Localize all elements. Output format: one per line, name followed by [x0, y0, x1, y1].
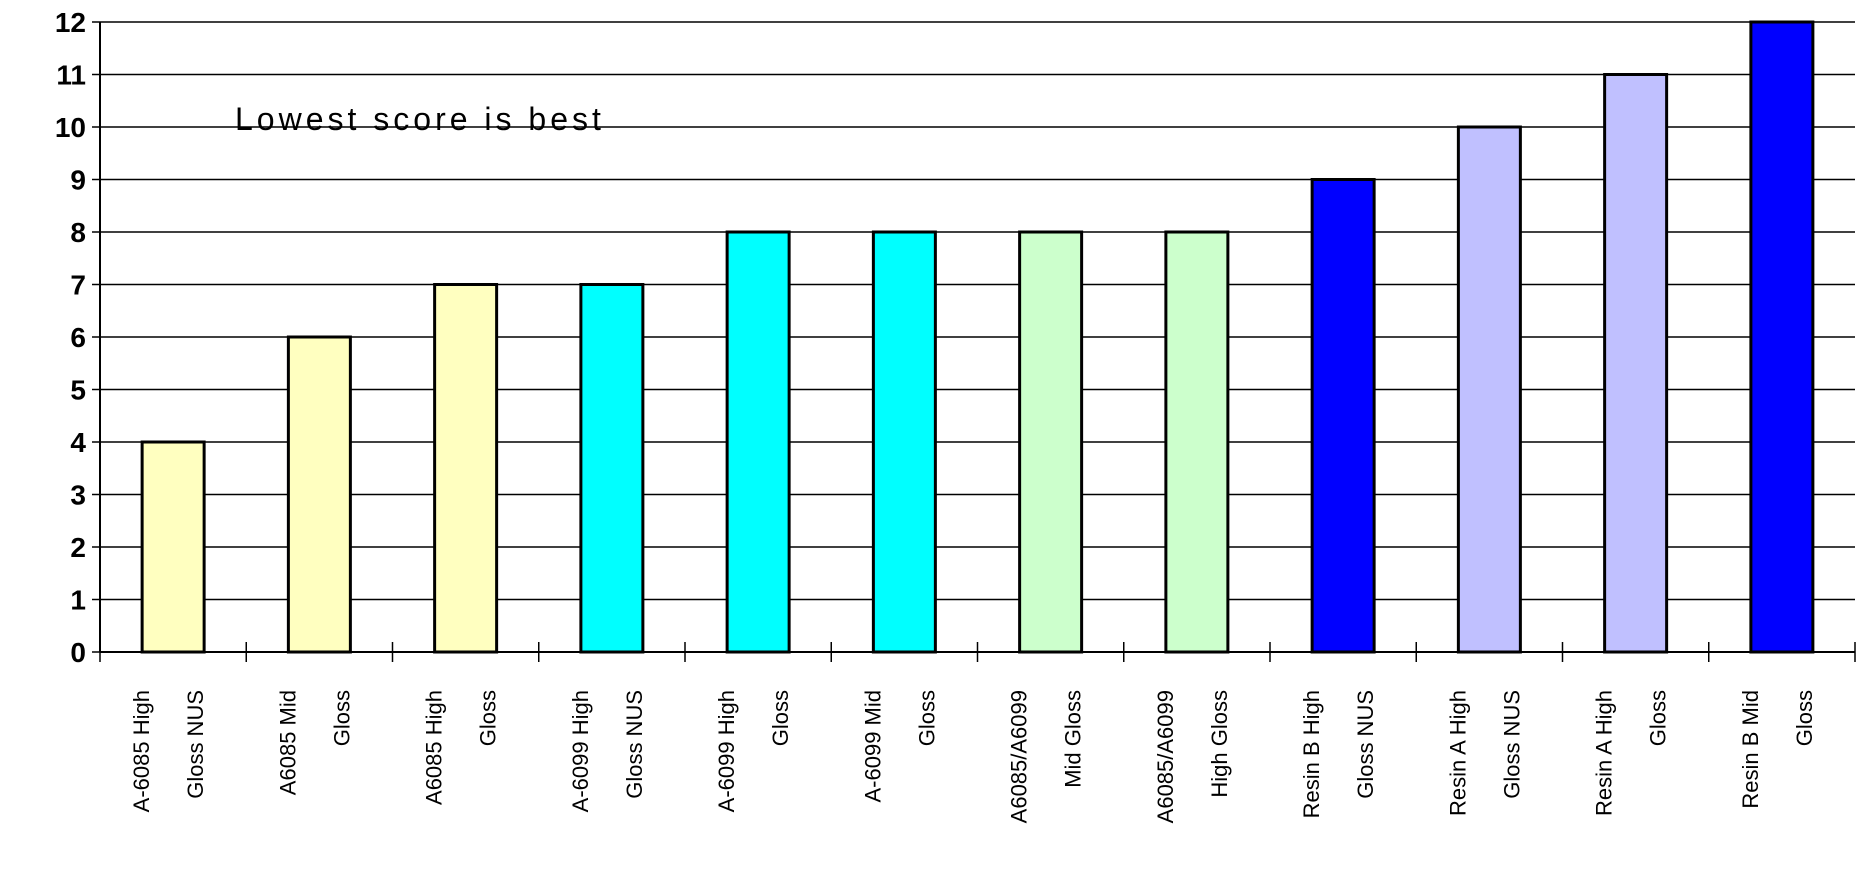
- bars: [140, 20, 1815, 654]
- y-tick-label: 12: [55, 7, 86, 38]
- x-tick-label: Resin A High: [1592, 690, 1617, 816]
- bar: [1749, 20, 1815, 654]
- bar: [1603, 73, 1669, 654]
- x-tick-label: Resin A High: [1445, 690, 1470, 816]
- bar: [1310, 178, 1376, 654]
- x-tick-label: A6085 High: [422, 690, 447, 805]
- x-tick-label: Mid Gloss: [1061, 690, 1086, 788]
- x-tick-label: A-6085 High: [129, 690, 154, 812]
- x-tick-label: Gloss NUS: [622, 690, 647, 799]
- x-tick-label: Gloss NUS: [1353, 690, 1378, 799]
- bar: [579, 283, 645, 654]
- x-tick-label: Gloss: [768, 690, 793, 746]
- x-tick-label: A6085/A6099: [1153, 690, 1178, 823]
- y-tick-label: 0: [70, 637, 86, 668]
- y-tick-label: 7: [70, 270, 86, 301]
- x-tick-label: A-6099 High: [568, 690, 593, 812]
- bar: [1018, 230, 1084, 654]
- gridlines: [100, 21, 1855, 601]
- x-tick-label: A6085/A6099: [1007, 690, 1032, 823]
- x-tick-label: Gloss: [1792, 690, 1817, 746]
- x-tick-label: A6085 Mid: [275, 690, 300, 795]
- x-tick-label: Resin B Mid: [1738, 690, 1763, 809]
- bar: [1456, 125, 1522, 654]
- y-tick-label: 8: [70, 217, 86, 248]
- x-tick-label: Gloss NUS: [183, 690, 208, 799]
- chart-annotation: Lowest score is best: [235, 101, 605, 137]
- y-tick-label: 10: [55, 112, 86, 143]
- y-tick-label: 4: [70, 427, 86, 458]
- x-tick-label: High Gloss: [1207, 690, 1232, 798]
- x-tick-label: Gloss: [914, 690, 939, 746]
- x-tick-label: Gloss: [329, 690, 354, 746]
- bar: [725, 230, 791, 654]
- bar: [286, 335, 352, 654]
- y-tick-label: 11: [56, 60, 86, 91]
- x-tick-label: A-6099 Mid: [860, 690, 885, 803]
- y-tick-label: 9: [70, 165, 86, 196]
- y-tick-label: 2: [70, 532, 86, 563]
- x-tick-label: Gloss: [476, 690, 501, 746]
- y-tick-label: 6: [70, 322, 86, 353]
- y-tick-label: 5: [70, 375, 86, 406]
- bar: [433, 283, 499, 654]
- bar: [140, 440, 206, 654]
- bar: [1164, 230, 1230, 654]
- bar: [871, 230, 937, 654]
- y-tick-label: 1: [70, 585, 86, 616]
- axes: [92, 21, 1856, 662]
- x-tick-label: Gloss NUS: [1499, 690, 1524, 799]
- x-tick-labels: A-6085 High Gloss NUS A6085 Mid Gloss A6085 …: [129, 690, 1817, 823]
- x-tick-label: Gloss: [1646, 690, 1671, 746]
- x-tick-label: A-6099 High: [714, 690, 739, 812]
- x-tick-label: Resin B High: [1299, 690, 1324, 818]
- y-tick-label: 3: [70, 480, 86, 511]
